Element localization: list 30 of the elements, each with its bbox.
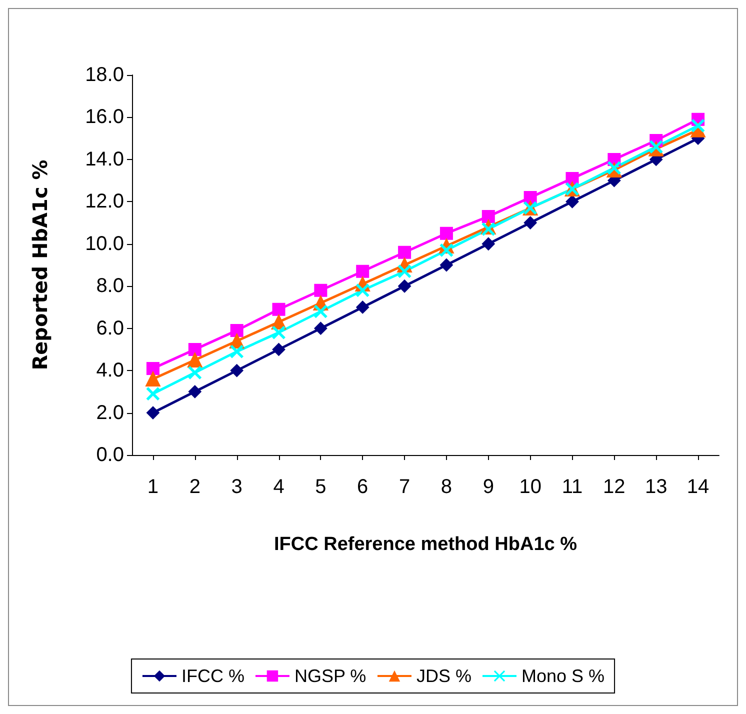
- x-tick-label: 1: [147, 476, 159, 498]
- y-tick-label: 12.0: [85, 190, 124, 213]
- x-tick-label: 11: [562, 476, 583, 498]
- x-axis-title: IFCC Reference method HbA1c %: [274, 534, 578, 555]
- y-tick-label: 6.0: [96, 317, 124, 340]
- y-axis-title: Reported HbA1c %: [28, 160, 52, 370]
- y-tick-label: 18.0: [85, 64, 124, 86]
- x-tick-label: 4: [273, 476, 284, 498]
- x-tick-label: 7: [398, 476, 410, 498]
- x-tick-label: 12: [603, 476, 626, 498]
- legend-label: IFCC %: [181, 666, 244, 686]
- y-tick-label: 0.0: [96, 444, 124, 466]
- legend-label: NGSP %: [294, 666, 366, 686]
- x-tick-label: 9: [482, 476, 494, 498]
- x-tick-label: 3: [231, 476, 242, 498]
- y-tick-label: 8.0: [96, 275, 124, 298]
- y-tick-label: 2.0: [96, 402, 124, 424]
- x-tick-label: 14: [686, 476, 710, 498]
- legend-label: Mono S %: [521, 666, 605, 686]
- x-tick-label: 6: [357, 476, 368, 498]
- x-tick-label: 13: [644, 476, 668, 498]
- y-tick-label: 4.0: [96, 360, 124, 382]
- y-tick-label: 10.0: [85, 232, 124, 255]
- y-tick-label: 16.0: [85, 106, 124, 128]
- x-tick-label: 2: [189, 476, 200, 498]
- x-tick-label: 5: [315, 476, 326, 498]
- y-tick-label: 14.0: [85, 148, 124, 170]
- x-tick-label: 8: [440, 476, 452, 498]
- legend-label: JDS %: [416, 666, 472, 686]
- x-tick-label: 10: [519, 476, 542, 498]
